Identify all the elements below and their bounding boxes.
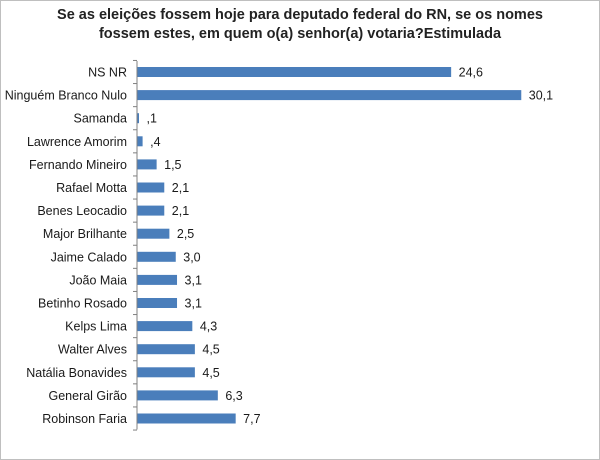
bar [137, 182, 165, 193]
category-label: Robinson Faria [42, 412, 127, 426]
category-label: Ninguém Branco Nulo [5, 89, 127, 103]
bar [137, 321, 193, 332]
bar [137, 390, 218, 401]
bar [137, 228, 170, 239]
value-label: 2,1 [172, 181, 189, 195]
category-label: Walter Alves [58, 343, 127, 357]
category-label: Betinho Rosado [38, 297, 127, 311]
category-label: Lawrence Amorim [27, 135, 127, 149]
value-label: 24,6 [459, 66, 483, 80]
value-label: 3,1 [185, 273, 202, 287]
bar [137, 367, 195, 378]
category-label: Natália Bonavides [26, 366, 127, 380]
bar [137, 159, 157, 170]
category-label: NS NR [88, 66, 127, 80]
value-label: 2,1 [172, 204, 189, 218]
category-label: João Maia [69, 273, 127, 287]
bar [137, 251, 176, 262]
value-label: 6,3 [225, 389, 242, 403]
category-label: Jaime Calado [51, 250, 127, 264]
bar [137, 205, 165, 216]
category-label: Kelps Lima [65, 320, 127, 334]
category-label: Fernando Mineiro [29, 158, 127, 172]
bar [137, 90, 522, 101]
chart-title-line-2: fossem estes, em quem o(a) senhor(a) vot… [98, 26, 502, 42]
category-label: Major Brilhante [43, 227, 127, 241]
value-label: 3,1 [185, 297, 202, 311]
category-label: Rafael Motta [56, 181, 127, 195]
bar [137, 344, 195, 355]
category-label: Benes Leocadio [37, 204, 127, 218]
bar [137, 298, 178, 308]
value-label: 4,5 [202, 343, 219, 357]
value-label: 7,7 [243, 412, 260, 426]
category-label: General Girão [48, 389, 127, 403]
bar [137, 274, 178, 285]
value-label: 1,5 [164, 158, 181, 172]
bar [137, 67, 452, 77]
chart-title-line-1: Se as eleições fossem hoje para deputado… [57, 7, 543, 23]
value-label: 2,5 [177, 227, 194, 241]
bar [137, 113, 139, 124]
bar [137, 136, 143, 147]
value-label: 3,0 [183, 250, 200, 264]
value-label: 4,5 [202, 366, 219, 380]
value-label: ,1 [147, 112, 157, 126]
chart-title: Se as eleições fossem hoje para deputado… [0, 6, 600, 44]
category-label: Samanda [73, 112, 127, 126]
bar [137, 413, 236, 424]
value-label: ,4 [150, 135, 160, 149]
value-label: 4,3 [200, 320, 217, 334]
value-label: 30,1 [529, 89, 553, 103]
